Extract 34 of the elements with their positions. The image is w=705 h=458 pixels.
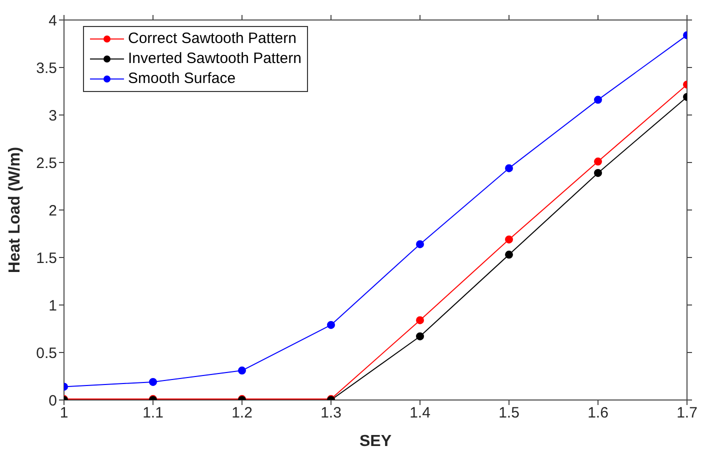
x-tick-label: 1.4 [410, 404, 430, 422]
x-tick-label: 1.7 [676, 404, 698, 422]
legend-label: Inverted Sawtooth Pattern [127, 49, 302, 69]
point [238, 366, 246, 375]
y-tick-label: 2.5 [36, 154, 57, 172]
point [416, 332, 424, 340]
legend-label: Correct Sawtooth Pattern [127, 29, 298, 49]
point [594, 96, 602, 104]
point [416, 316, 424, 324]
x-tick-label: 1.6 [588, 404, 608, 422]
y-tick-label: 1.5 [36, 250, 57, 267]
y-tick-label: 3 [48, 107, 57, 124]
point [594, 168, 602, 177]
x-axis-title: SEY [359, 433, 392, 450]
y-tick-label: 1 [48, 297, 57, 314]
point [327, 320, 335, 329]
point [505, 164, 513, 172]
y-tick-label: 3.5 [36, 60, 57, 77]
legend-label: Smooth Surface [127, 69, 237, 89]
y-tick-label: 2 [48, 202, 57, 220]
point [149, 378, 157, 386]
x-tick-label: 1.3 [320, 404, 342, 422]
point [594, 158, 602, 166]
point [505, 250, 513, 259]
y-axis-title: Heat Load (W/m) [6, 146, 24, 274]
x-tick-label: 1.5 [498, 404, 520, 422]
y-tick-label: 4 [48, 12, 57, 30]
y-tick-label: 0 [48, 392, 57, 410]
x-tick-label: 1.2 [232, 404, 252, 422]
y-tick-label: 0.5 [36, 344, 57, 362]
x-tick-label: 1.1 [142, 404, 164, 422]
point [416, 240, 424, 248]
point [505, 235, 513, 244]
x-tick-label: 1 [60, 404, 68, 422]
